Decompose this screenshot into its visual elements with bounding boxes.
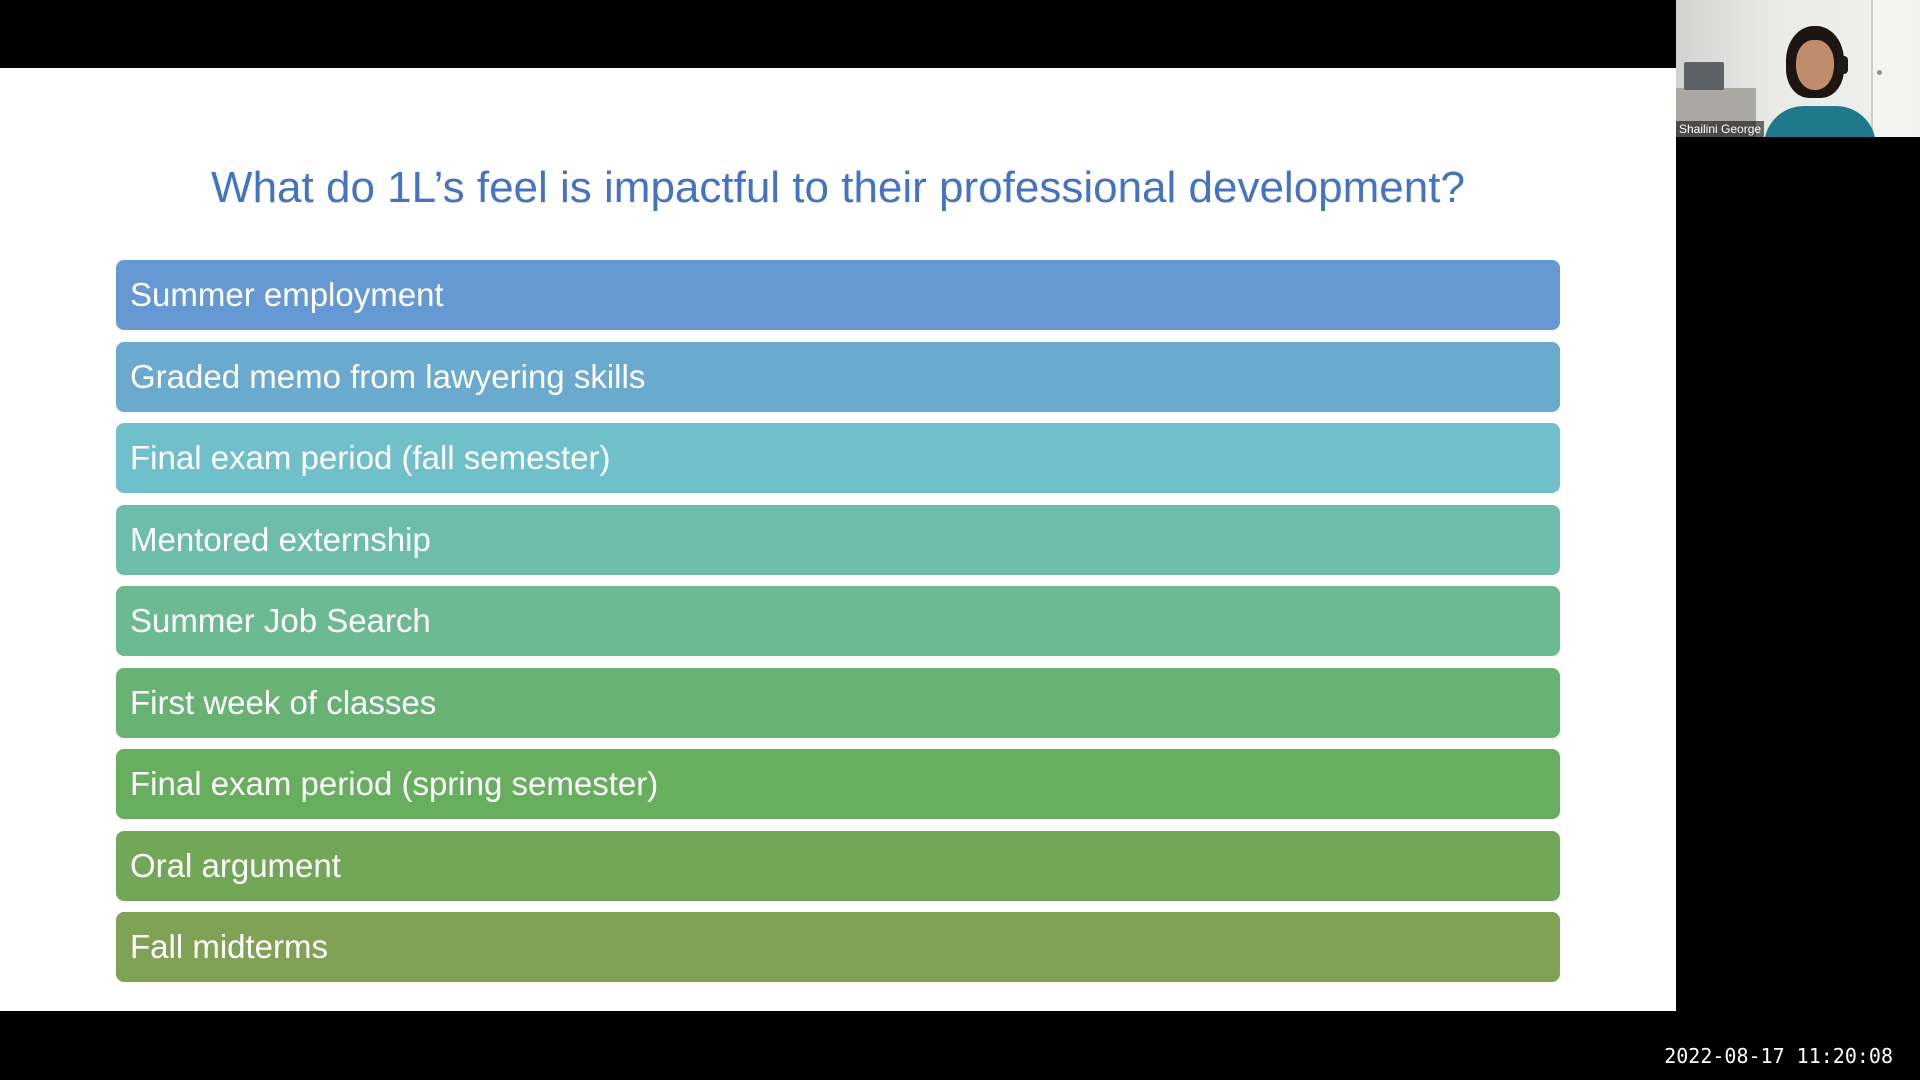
slide-list-item: Mentored externship	[116, 504, 1560, 575]
slide-list-item: Final exam period (spring semester)	[116, 749, 1560, 819]
slide-list-item: Final exam period (fall semester)	[116, 423, 1560, 493]
slide-title: What do 1L’s feel is impactful to their …	[211, 163, 1465, 212]
slide-item-list: Summer employment Graded memo from lawyer…	[116, 260, 1560, 994]
slide-list-item: Summer Job Search	[116, 586, 1560, 656]
video-monitor	[1684, 62, 1724, 90]
slide-list-item: Summer employment	[116, 260, 1560, 330]
participant-name-label: Shailini George	[1676, 121, 1765, 137]
slide-list-item: Fall midterms	[116, 912, 1560, 982]
video-door	[1871, 0, 1915, 137]
slide-list-item: Graded memo from lawyering skills	[116, 341, 1560, 412]
participant-video-tile[interactable]	[1676, 0, 1920, 137]
slide-list-item: First week of classes	[116, 667, 1560, 738]
recording-timestamp: 2022-08-17 11:20:08	[1664, 1044, 1893, 1068]
slide-list-item: Oral argument	[116, 830, 1560, 901]
participant-avatar	[1760, 22, 1880, 137]
presentation-slide: What do 1L’s feel is impactful to their …	[0, 68, 1676, 1011]
